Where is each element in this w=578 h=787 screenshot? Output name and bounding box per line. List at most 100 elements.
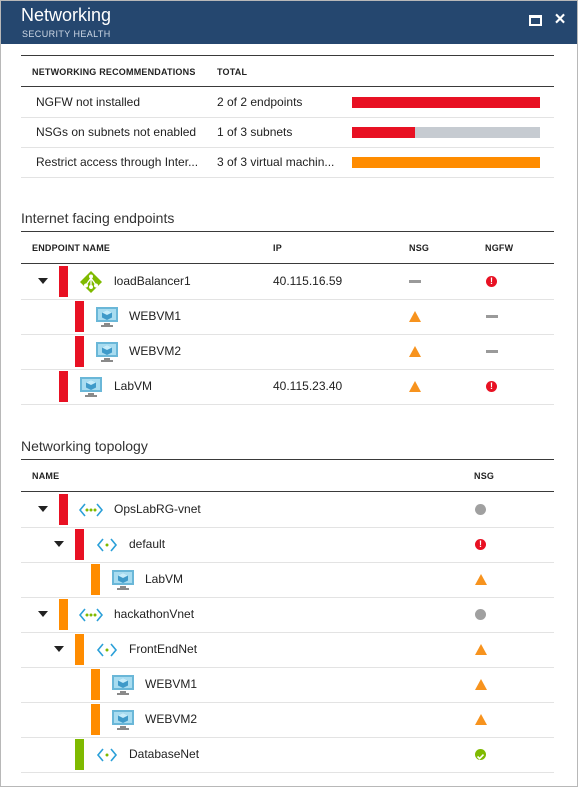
expand-caret-icon[interactable] (54, 646, 64, 652)
severity-indicator (75, 634, 84, 665)
recommendations-header-total: TOTAL (217, 67, 248, 77)
divider (21, 772, 554, 773)
severity-indicator (59, 371, 68, 402)
divider (21, 562, 554, 563)
recommendation-bar (352, 97, 540, 108)
divider (21, 117, 554, 118)
recommendations-header-name: NETWORKING RECOMMENDATIONS (32, 67, 196, 77)
recommendation-row[interactable]: NGFW not installed 2 of 2 endpoints (21, 87, 554, 117)
divider (21, 177, 554, 178)
divider (21, 334, 554, 335)
endpoint-name: WEBVM1 (129, 309, 182, 323)
topology-section-title: Networking topology (21, 438, 148, 454)
expand-caret-icon[interactable] (38, 611, 48, 617)
endpoint-ip: 40.115.16.59 (273, 274, 343, 288)
maximize-icon[interactable] (526, 11, 544, 29)
topology-row[interactable]: default! (21, 527, 554, 562)
divider (21, 597, 554, 598)
not-applicable-dash-icon (486, 315, 498, 318)
warning-status-icon (475, 679, 487, 690)
topology-name: LabVM (145, 572, 184, 586)
vm-icon (95, 305, 119, 329)
topology-row[interactable]: hackathonVnet (21, 597, 554, 632)
divider (21, 369, 554, 370)
subnet-icon (95, 638, 119, 662)
divider (21, 491, 554, 492)
subnet-icon (95, 743, 119, 767)
recommendation-bar-fill (352, 157, 540, 168)
vnet-icon (78, 603, 104, 627)
unknown-status-icon (475, 609, 486, 620)
endpoint-name: LabVM (114, 379, 153, 393)
error-status-icon: ! (486, 276, 497, 287)
endpoints-header-ip: IP (273, 243, 282, 253)
divider (21, 263, 554, 264)
topology-row[interactable]: LabVM (21, 562, 554, 597)
vm-icon (79, 375, 103, 399)
topology-name: WEBVM2 (145, 712, 198, 726)
warning-status-icon (475, 714, 487, 725)
divider (21, 667, 554, 668)
recommendation-name: NSGs on subnets not enabled (36, 125, 197, 139)
severity-indicator (91, 669, 100, 700)
divider (21, 231, 554, 232)
topology-row[interactable]: FrontEndNet (21, 632, 554, 667)
divider (21, 527, 554, 528)
topology-name: hackathonVnet (114, 607, 195, 621)
load-balancer-icon (79, 270, 103, 294)
endpoints-header-name: ENDPOINT NAME (32, 243, 111, 253)
warning-status-icon (409, 346, 421, 357)
recommendation-name: NGFW not installed (36, 95, 141, 109)
blade-header: Networking SECURITY HEALTH × (1, 1, 577, 44)
recommendation-bar (352, 127, 540, 138)
recommendation-bar-fill (352, 97, 540, 108)
not-applicable-dash-icon (486, 350, 498, 353)
healthy-status-icon (475, 749, 486, 760)
not-applicable-dash-icon (409, 280, 421, 283)
subnet-icon (95, 533, 119, 557)
recommendation-row[interactable]: NSGs on subnets not enabled 1 of 3 subne… (21, 117, 554, 147)
warning-status-icon (409, 311, 421, 322)
error-status-icon: ! (486, 381, 497, 392)
severity-indicator (75, 336, 84, 367)
recommendation-bar-fill (352, 127, 415, 138)
topology-name: WEBVM1 (145, 677, 198, 691)
topology-header-name: NAME (32, 471, 60, 481)
warning-status-icon (475, 644, 487, 655)
divider (21, 299, 554, 300)
vm-icon (111, 568, 135, 592)
topology-name: OpsLabRG-vnet (114, 502, 201, 516)
expand-caret-icon[interactable] (54, 541, 64, 547)
vnet-icon (78, 498, 104, 522)
divider (21, 702, 554, 703)
error-status-icon: ! (475, 539, 486, 550)
topology-row[interactable]: WEBVM2 (21, 702, 554, 737)
endpoints-header-nsg: NSG (409, 243, 430, 253)
divider (21, 632, 554, 633)
severity-indicator (91, 704, 100, 735)
expand-caret-icon[interactable] (38, 506, 48, 512)
endpoint-row[interactable]: loadBalancer1 40.115.16.59! (21, 264, 554, 299)
divider (21, 404, 554, 405)
topology-row[interactable]: WEBVM1 (21, 667, 554, 702)
severity-indicator (91, 564, 100, 595)
expand-caret-icon[interactable] (38, 278, 48, 284)
recommendation-bar (352, 157, 540, 168)
endpoint-name: WEBVM2 (129, 344, 182, 358)
severity-indicator (75, 739, 84, 770)
vm-icon (111, 673, 135, 697)
divider (21, 55, 554, 56)
severity-indicator (75, 301, 84, 332)
endpoint-row[interactable]: WEBVM2 (21, 334, 554, 369)
endpoint-name: loadBalancer1 (114, 274, 191, 288)
topology-row[interactable]: OpsLabRG-vnet (21, 492, 554, 527)
recommendation-total: 1 of 3 subnets (217, 125, 293, 139)
blade-subtitle: SECURITY HEALTH (22, 29, 111, 39)
topology-row[interactable]: DatabaseNet (21, 737, 554, 772)
divider (21, 459, 554, 460)
endpoint-row[interactable]: WEBVM1 (21, 299, 554, 334)
warning-status-icon (409, 381, 421, 392)
close-icon[interactable]: × (554, 9, 566, 30)
recommendation-row[interactable]: Restrict access through Inter... 3 of 3 … (21, 147, 554, 177)
endpoint-row[interactable]: LabVM 40.115.23.40! (21, 369, 554, 404)
